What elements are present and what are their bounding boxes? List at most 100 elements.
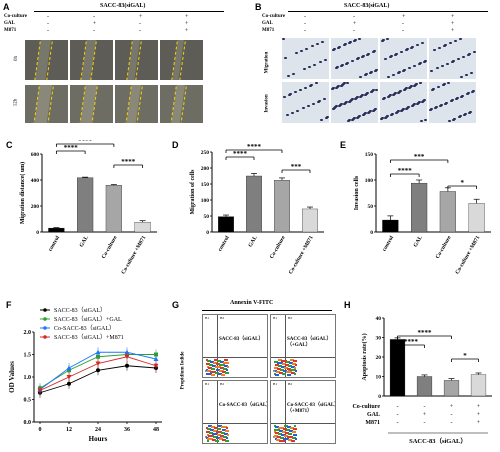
panel-label-c: C — [6, 140, 13, 150]
stained-cell — [315, 82, 318, 84]
stained-cell — [402, 70, 405, 72]
stained-cell — [364, 94, 367, 96]
event-dot — [291, 440, 293, 442]
event-dot — [208, 373, 210, 375]
event-dot — [295, 364, 297, 366]
y-tick-label: 150 — [365, 152, 374, 158]
event-dot — [277, 374, 279, 376]
stained-cell — [459, 38, 462, 40]
significance-stars: **** — [418, 329, 433, 337]
stained-cell — [431, 89, 434, 91]
event-dot — [206, 373, 208, 375]
event-dot — [287, 364, 289, 366]
bar — [274, 180, 290, 233]
stained-cell — [400, 110, 403, 112]
sample-label: SACC-83（siGAL） （+GAL） — [287, 337, 332, 348]
event-dot — [206, 363, 208, 365]
x-tick-label: 12 — [66, 427, 72, 433]
legend-marker — [43, 326, 47, 330]
event-dot — [215, 362, 217, 364]
panel-b-title: SACC-83(siGAL) — [344, 3, 390, 9]
event-dot — [226, 437, 228, 439]
significance-stars: *** — [414, 153, 425, 161]
bar — [246, 175, 262, 233]
event-dot — [280, 427, 282, 429]
row-label-m871: M871 — [4, 28, 17, 33]
event-dot — [210, 371, 212, 373]
event-dot — [221, 438, 223, 440]
quadrant-label: B3 — [273, 435, 278, 439]
x-tick-label: GAL — [413, 235, 424, 249]
sign-minus: - — [304, 28, 306, 34]
sign-minus: - — [402, 28, 404, 34]
event-dot — [225, 372, 227, 374]
stained-cell — [413, 85, 416, 87]
bar — [470, 374, 487, 397]
sign-minus: - — [47, 14, 49, 20]
event-dot — [227, 440, 229, 442]
stained-cell — [467, 54, 470, 56]
panel-label-f: F — [6, 300, 12, 310]
y-tick-label: 0 — [206, 230, 209, 236]
data-point — [125, 363, 129, 368]
event-dot — [208, 435, 210, 437]
x-tick-label: GAL — [248, 235, 259, 249]
y-tick-label: 30 — [376, 336, 382, 342]
event-dot — [283, 438, 285, 440]
event-dot — [211, 364, 213, 366]
scratch-image — [160, 85, 203, 123]
event-dot — [223, 436, 225, 438]
event-dot — [225, 436, 227, 438]
event-dot — [215, 440, 217, 442]
stained-cell — [460, 96, 463, 98]
stained-cell — [359, 96, 362, 98]
event-dot — [216, 369, 218, 371]
event-dot — [218, 425, 220, 427]
stained-cell — [433, 49, 436, 51]
event-dot — [292, 359, 294, 361]
event-dot — [289, 368, 291, 370]
event-dot — [224, 365, 226, 367]
event-dot — [293, 366, 295, 368]
event-dot — [277, 368, 279, 370]
event-dot — [278, 371, 280, 373]
event-dot — [218, 431, 220, 433]
event-dot — [217, 428, 219, 430]
event-dot — [292, 437, 294, 439]
event-dot — [278, 365, 280, 367]
stained-cell — [384, 58, 387, 60]
y-tick-label: 200 — [201, 166, 210, 172]
stained-cell — [300, 50, 303, 52]
stained-cell — [375, 89, 378, 91]
event-dot — [276, 367, 278, 369]
bar — [416, 376, 433, 397]
event-dot — [286, 371, 288, 373]
stained-cell — [468, 112, 471, 114]
bar — [77, 177, 94, 233]
bar — [48, 227, 65, 233]
y-tick-label: 0 — [36, 230, 39, 236]
scratch-image — [70, 40, 113, 80]
transwell-image — [282, 38, 329, 79]
event-dot — [284, 373, 286, 375]
event-dot — [291, 436, 293, 438]
stained-cell — [307, 105, 310, 107]
event-dot — [295, 438, 297, 440]
quadrant-line-horizontal — [203, 357, 267, 358]
event-dot — [219, 366, 221, 368]
stained-cell — [340, 85, 343, 87]
event-dot — [277, 362, 279, 364]
stained-cell — [413, 65, 416, 67]
event-dot — [274, 425, 276, 427]
panel-a: A SACC-83(siGAL) Co-culture GAL M871 - - +… — [0, 0, 250, 125]
stained-cell — [405, 108, 408, 110]
stained-cell — [345, 63, 348, 65]
legend-label: SACC-83（siGAL）+M871 — [54, 334, 124, 341]
event-dot — [295, 370, 297, 372]
event-dot — [279, 368, 281, 370]
stained-cell — [351, 60, 354, 62]
event-dot — [283, 366, 285, 368]
bar — [302, 208, 318, 233]
sign-minus: - — [93, 14, 95, 20]
